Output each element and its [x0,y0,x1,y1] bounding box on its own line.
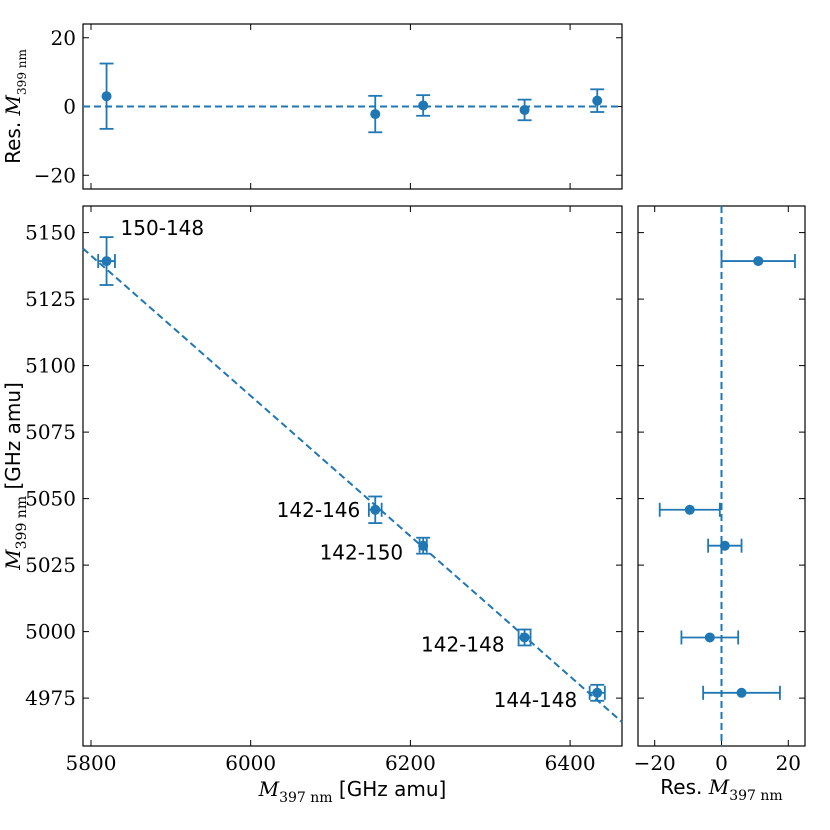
main-ytick-label: 5050 [25,487,76,511]
main-data-point [418,540,429,551]
main-ytick-label: 5125 [25,287,76,311]
main-fit-line [82,247,623,723]
main-xtick-label: 6400 [545,751,596,775]
top-residual-panel: −20 0 20 Res. M399 nm [1,23,623,190]
top-ylabel-prefix: Res. [1,115,25,163]
point-label: 150-148 [121,216,205,240]
top-data-point [592,95,603,106]
right-xlabel-prefix: Res. [660,775,708,799]
point-label: 142-148 [421,632,505,656]
top-ylabel-symbol: M [1,94,25,116]
main-ytick-label: 4975 [25,686,76,710]
right-xtick-label: 20 [776,751,801,775]
main-xtick-label: 5800 [66,751,117,775]
top-ylabel: Res. M399 nm [1,49,29,164]
main-ytick-label: 5100 [25,354,76,378]
main-ylabel: M399 nm [GHz amu] [1,382,30,571]
main-ytick-label: 5025 [25,553,76,577]
main-data-point [370,504,381,515]
top-data-point [519,104,530,115]
main-ytick-label: 5150 [25,221,76,245]
main-xlabel-symbol: M [258,777,280,801]
right-xlabel-subscript: 397 nm [729,788,782,804]
main-scatter-panel: 5800 6000 6200 6400 4975 5000 5025 5050 5075 5100… [1,205,623,806]
main-frame [82,205,623,747]
main-ylabel-subscript: 399 nm [14,496,30,549]
main-xtick-label: 6200 [385,751,436,775]
top-ytick-label: 20 [51,26,76,50]
point-label: 142-150 [320,541,404,565]
main-data-point [519,632,530,643]
main-xtick-label: 6000 [225,751,276,775]
top-ytick-label: 0 [63,95,76,119]
right-data-point [753,256,764,267]
top-data-point [370,109,381,120]
point-label: 142-146 [277,498,361,522]
main-xlabel-subscript: 397 nm [279,790,332,806]
right-xtick-label: 0 [715,751,728,775]
main-ylabel-symbol: M [1,549,25,571]
main-ytick-label: 5000 [25,620,76,644]
point-label: 144-148 [494,688,578,712]
main-xlabel-unit: [GHz amu] [333,777,447,801]
right-xlabel-symbol: M [708,775,730,799]
right-xlabel: Res. M397 nm [660,775,782,804]
right-data-point [736,687,747,698]
right-data-point [704,632,715,643]
main-ylabel-unit: [GHz amu] [1,382,25,496]
top-ytick-label: −20 [34,163,76,187]
right-data-point [719,540,730,551]
right-data-point [684,504,695,515]
top-data-point [418,100,429,111]
main-data-point [592,687,603,698]
top-data-point [101,91,112,102]
main-data-point [101,256,112,267]
right-xtick-label: −20 [634,751,676,775]
main-ytick-label: 5075 [25,420,76,444]
top-ylabel-subscript: 399 nm [15,49,29,95]
main-xlabel: M397 nm [GHz amu] [258,777,447,806]
